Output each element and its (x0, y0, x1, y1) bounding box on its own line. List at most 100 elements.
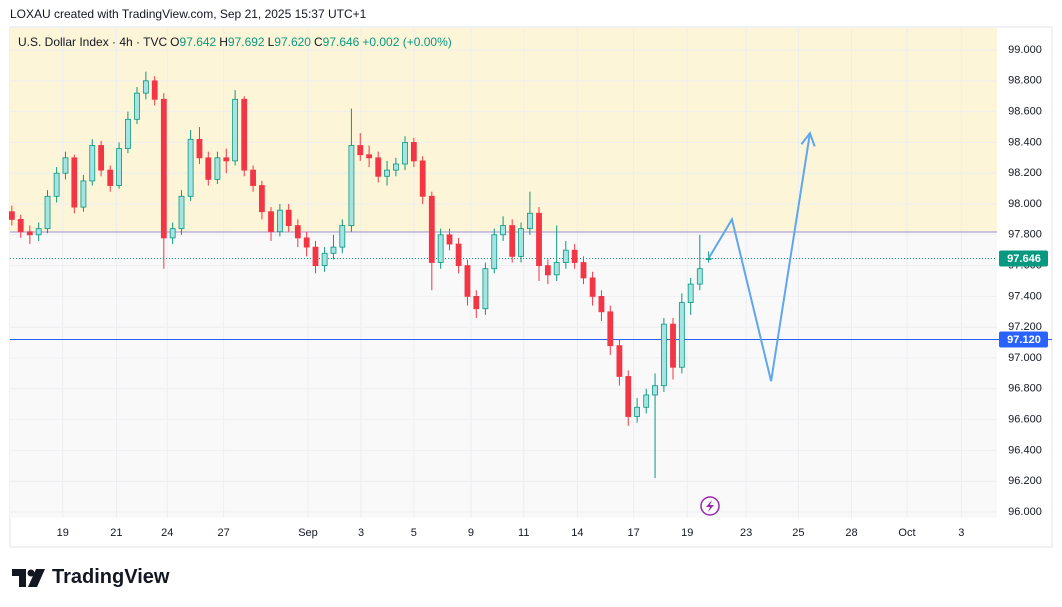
candle-body (393, 163, 399, 171)
candle-body (357, 145, 364, 156)
candle-body (268, 211, 274, 233)
ohlc-field: C97.646 (314, 35, 359, 49)
price-badge (999, 331, 1048, 348)
ohlc-key: L (267, 35, 275, 49)
candle-body (687, 283, 694, 303)
x-tick-label: 25 (792, 527, 804, 539)
y-tick-label: 98.000 (1008, 198, 1042, 210)
candle-body (53, 172, 60, 197)
candle-body (437, 234, 444, 263)
candle-body (250, 169, 256, 186)
candle-body (634, 406, 640, 417)
candle-body (375, 157, 382, 177)
grid-layer (10, 28, 997, 518)
credit: LOXAU created with TradingView.com, Sep … (10, 7, 367, 21)
candle-body (71, 157, 78, 208)
candle-body (473, 296, 480, 310)
x-tick-label: 21 (110, 527, 122, 539)
brand-icon (12, 568, 45, 587)
candle-body (303, 237, 310, 248)
candle-body (62, 157, 69, 174)
x-tick-label: 3 (358, 527, 364, 539)
candle-body (607, 311, 614, 347)
x-tick-label: 19 (681, 527, 693, 539)
x-tick-label: 23 (740, 527, 752, 539)
candle-body (89, 145, 96, 182)
candle-body (652, 385, 658, 396)
axis-layer: 96.000 96.200 96.400 96.600 96.800 97.000 97.2… (57, 44, 1048, 539)
candle-body (169, 228, 176, 239)
candle-body (151, 80, 158, 100)
ohlc-key: O (170, 35, 180, 49)
candle-body (553, 262, 560, 276)
x-tick-label: Sep (298, 527, 318, 539)
event-bolt (706, 500, 714, 512)
candle-body (455, 243, 462, 267)
candle-body (214, 157, 221, 180)
projection-path (708, 133, 811, 382)
candle-body (598, 296, 605, 313)
ohlc-key: H (219, 35, 228, 49)
candle-body (643, 394, 650, 408)
candle-body (366, 154, 373, 159)
x-tick-label: 9 (468, 527, 474, 539)
candle-body (518, 228, 524, 257)
change: +0.002 (+0.00%) (362, 35, 452, 49)
candle-body (8, 211, 15, 220)
ohlc-field: L97.620 (268, 35, 311, 49)
candle-body (428, 195, 435, 263)
candle-body (670, 323, 676, 368)
y-tick-label: 97.400 (1008, 290, 1042, 302)
candle-body (660, 323, 667, 387)
candle-body (384, 169, 390, 177)
y-tick-label: 98.200 (1008, 167, 1042, 179)
candle-body (348, 145, 355, 226)
price-badge-label: 97.120 (1007, 334, 1041, 346)
candle-body (500, 225, 506, 236)
candle-body (98, 145, 105, 171)
candle-body (17, 219, 24, 233)
projection-arrowhead (800, 131, 816, 147)
candle-body (276, 209, 283, 233)
candle-body (402, 142, 408, 165)
y-tick-label: 97.800 (1008, 229, 1042, 241)
candle-body (205, 157, 212, 180)
candle-body (312, 246, 319, 267)
candle-body (339, 225, 346, 248)
x-tick-label: 28 (845, 527, 857, 539)
x-tick-label: 24 (161, 527, 173, 539)
candle-body (589, 277, 596, 297)
candle-body (419, 160, 426, 197)
candle-body (410, 142, 417, 162)
y-tick-label: 98.800 (1008, 75, 1042, 87)
candle-body (142, 80, 149, 94)
x-tick-label: 17 (627, 527, 639, 539)
candle-body (580, 262, 587, 279)
x-tick-label: 11 (518, 527, 529, 539)
candle-body (446, 234, 453, 245)
symbol: U.S. Dollar Index · 4h · TVC (18, 35, 168, 49)
y-tick-label: 96.800 (1008, 383, 1042, 395)
candle-body (526, 212, 533, 230)
candle-body (509, 225, 516, 257)
y-tick-label: 96.200 (1008, 475, 1042, 487)
ohlc-value: 97.692 (227, 35, 265, 49)
candle-body (696, 268, 703, 285)
candle-body (616, 345, 623, 377)
candle-body (223, 157, 230, 162)
y-tick-label: 96.000 (1008, 506, 1042, 518)
ohlc-field: H97.692 (219, 35, 264, 49)
candle-body (330, 246, 337, 254)
candle-body (107, 169, 114, 186)
y-tick-label: 96.600 (1008, 414, 1042, 426)
ohlc-value: 97.642 (179, 35, 217, 49)
ohlc-value: 97.646 (322, 35, 360, 49)
y-tick-label: 96.400 (1008, 444, 1042, 456)
candle-body (26, 231, 33, 236)
candle-body (294, 225, 301, 239)
price-badge-label: 97.646 (1007, 253, 1041, 265)
candle-body (35, 228, 42, 236)
candle-body (544, 265, 551, 276)
brand-logo: TradingView (12, 566, 169, 589)
